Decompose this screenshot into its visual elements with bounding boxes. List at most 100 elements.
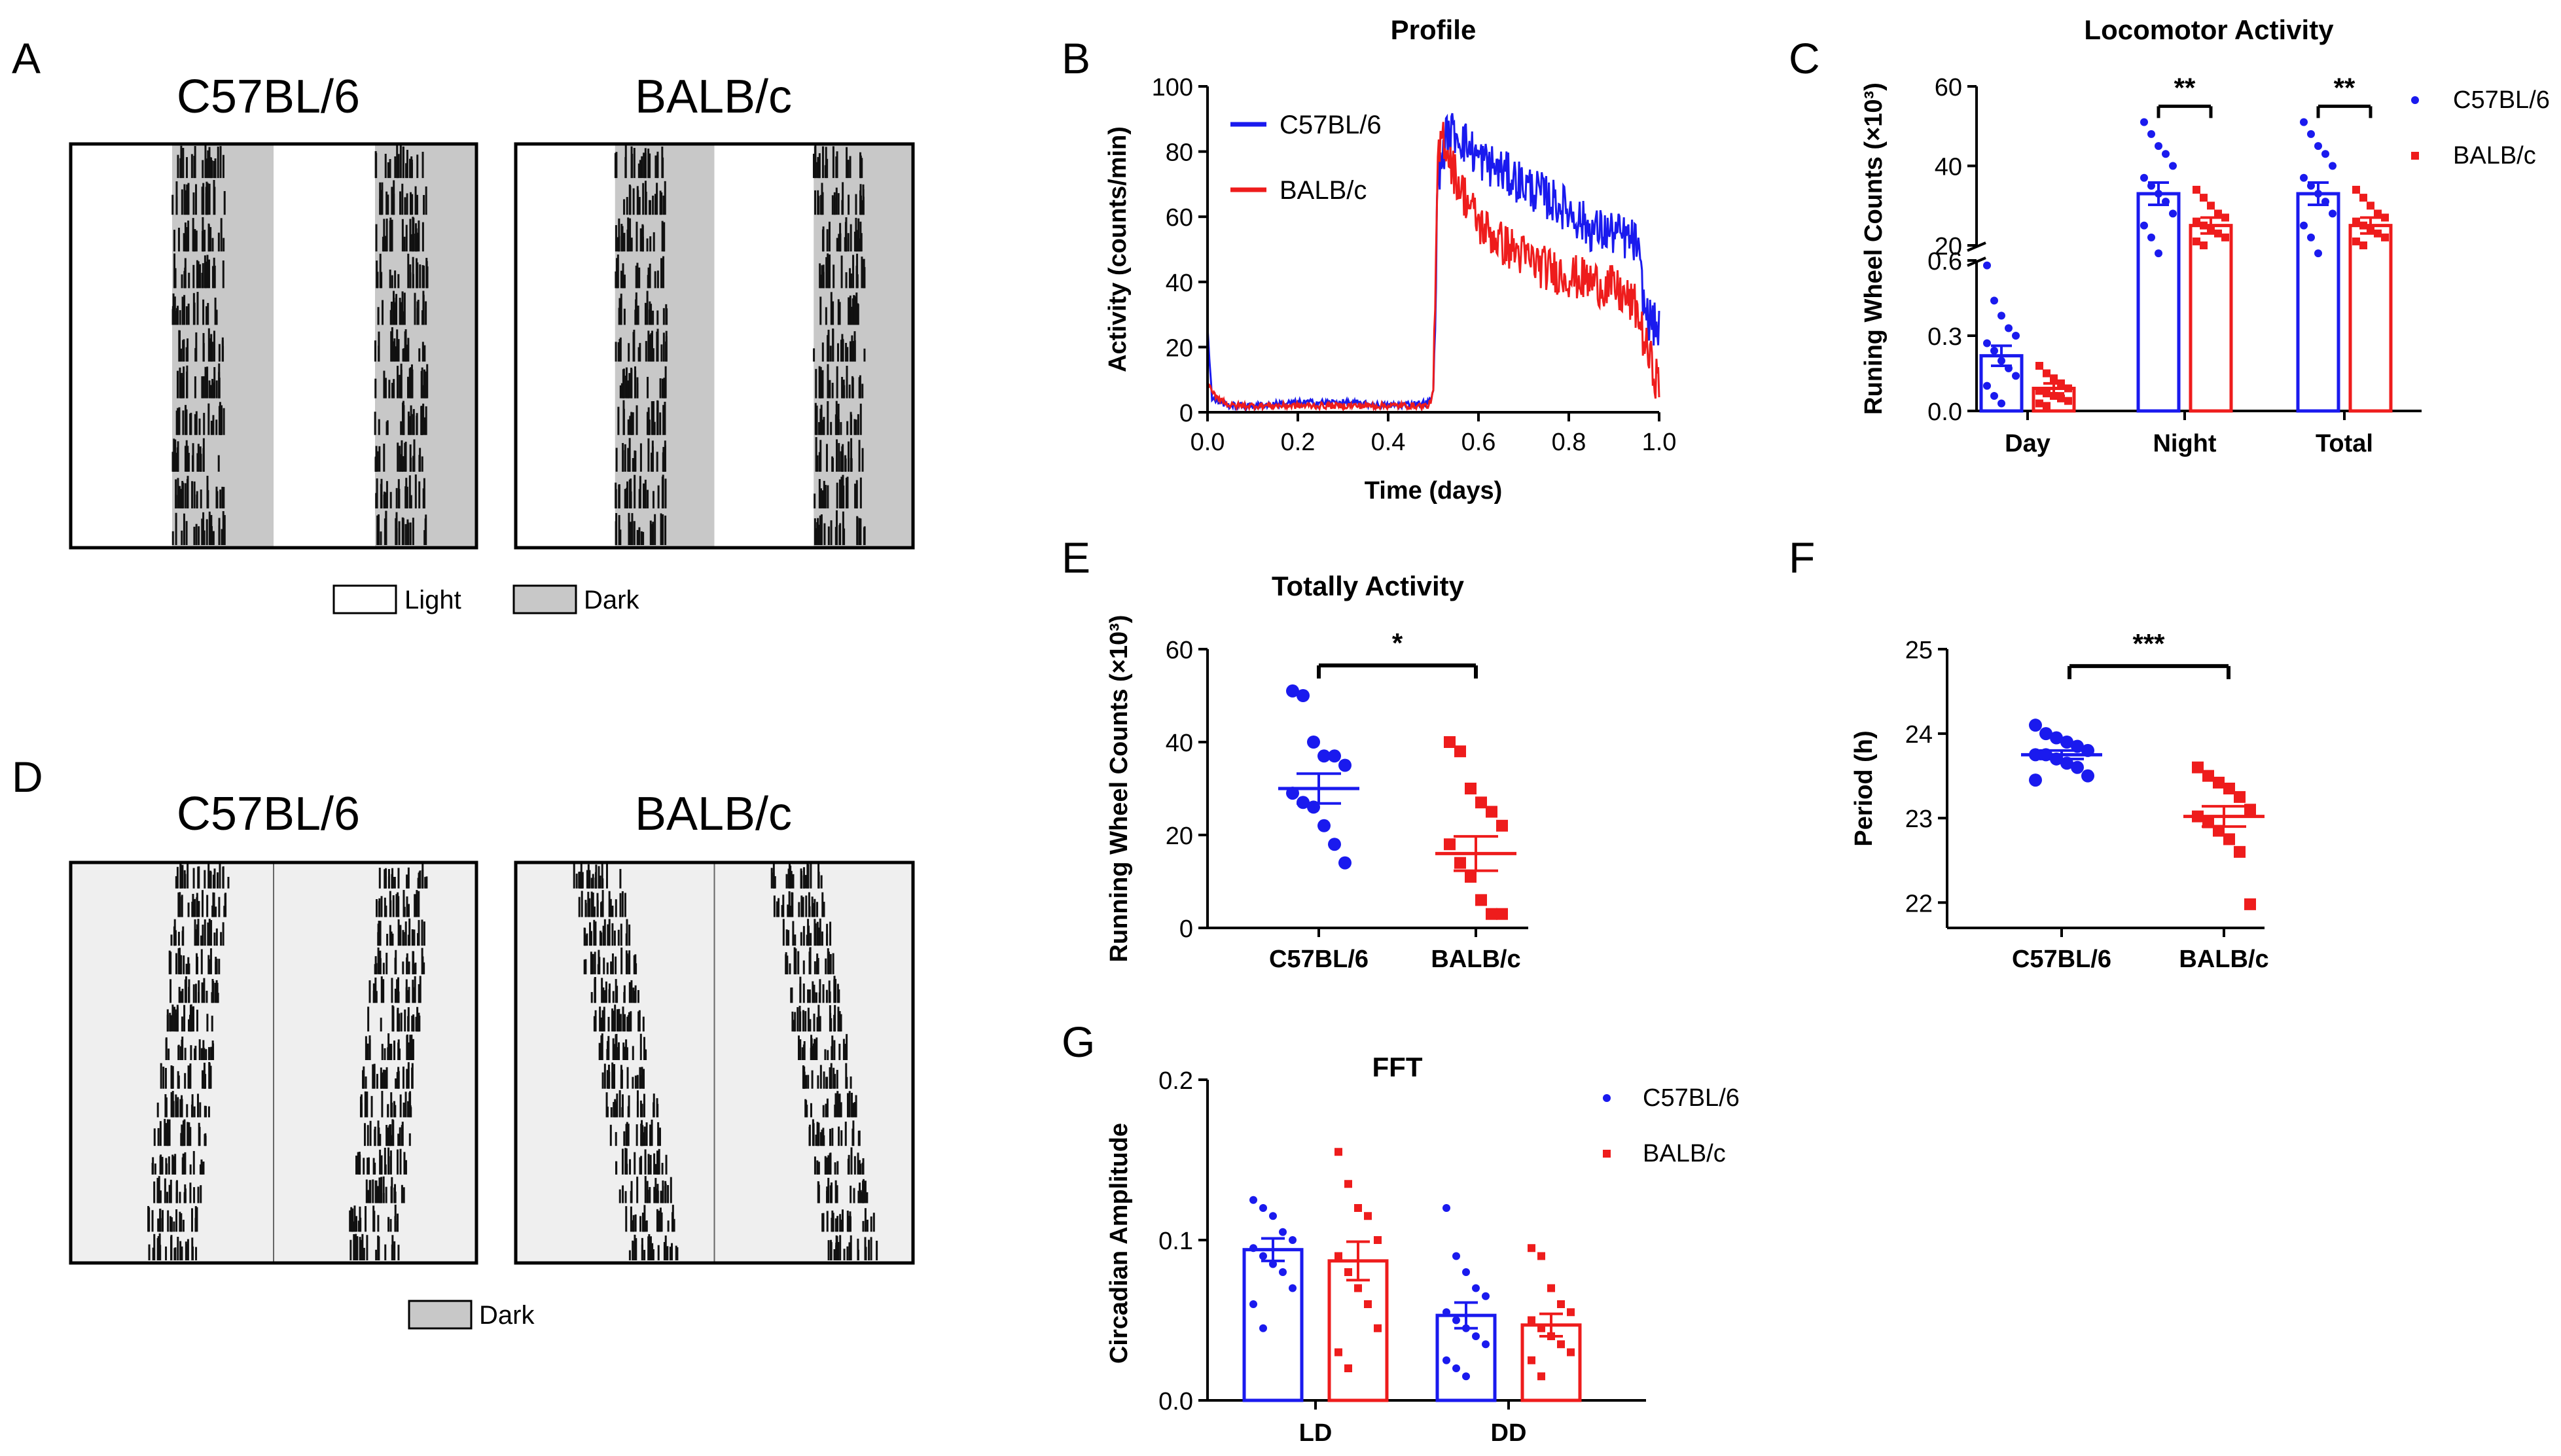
panel-g-y-label: Circadian Amplitude <box>1105 1123 1133 1364</box>
panel-a-strain-1: C57BL/6 <box>177 71 360 123</box>
data-point <box>2234 790 2246 803</box>
data-point <box>1442 1356 1450 1364</box>
significance-stars: ** <box>2174 72 2196 103</box>
data-point <box>2374 209 2382 218</box>
data-point <box>1537 1324 1545 1332</box>
data-point <box>2223 783 2235 794</box>
data-point <box>2169 209 2177 218</box>
y-tick-label: 100 <box>1152 74 1193 101</box>
data-point <box>2352 185 2360 194</box>
data-point <box>2200 241 2208 249</box>
data-point <box>2223 833 2235 845</box>
data-point <box>2321 150 2329 158</box>
x-tick-label: 0.8 <box>1552 429 1586 456</box>
data-point <box>2140 118 2148 126</box>
data-point <box>1472 1284 1480 1292</box>
data-point <box>2064 397 2072 405</box>
panel-letter-a: A <box>12 34 41 82</box>
data-point <box>2155 249 2162 258</box>
data-point <box>2321 198 2329 206</box>
data-point <box>2300 173 2308 182</box>
actogram-ld-balbc <box>514 142 915 550</box>
data-point <box>1990 392 1998 400</box>
bar-total-balbc <box>2348 224 2393 413</box>
panel-b-y-label: Activity (counts/min) <box>1104 126 1132 372</box>
y-tick-label: 22 <box>1905 890 1933 917</box>
data-point <box>1475 796 1487 809</box>
data-point <box>2035 399 2043 408</box>
data-point <box>1547 1332 1555 1340</box>
data-point <box>1567 1348 1575 1357</box>
panel-d-strain-2: BALB/c <box>635 788 792 840</box>
data-point <box>2307 233 2315 241</box>
category-label: C57BL/6 <box>1269 946 1369 973</box>
actogram-ld-balbc-frame <box>514 142 915 550</box>
data-point <box>1344 1268 1352 1276</box>
data-point <box>1279 1268 1287 1276</box>
data-point <box>1537 1252 1545 1260</box>
data-point <box>2381 233 2389 241</box>
data-point <box>1259 1324 1267 1332</box>
data-point <box>1338 758 1352 772</box>
data-point <box>1269 1212 1277 1220</box>
data-point <box>1259 1252 1267 1260</box>
data-point <box>2147 130 2155 138</box>
data-point <box>1496 908 1508 920</box>
data-point <box>2367 225 2374 234</box>
data-point <box>1442 1308 1450 1317</box>
data-point <box>1249 1300 1257 1308</box>
data-point <box>2221 233 2229 241</box>
legend-label-c57bl6: C57BL/6 <box>1280 111 1382 139</box>
legend-label-c57bl6: C57BL/6 <box>2453 86 2550 114</box>
data-point <box>1334 1348 1342 1357</box>
data-point <box>2140 173 2148 182</box>
legend-marker-balbc <box>2411 152 2419 160</box>
legend-label-balbc: BALB/c <box>1280 176 1367 205</box>
data-point <box>2359 194 2367 202</box>
data-point <box>1482 1340 1490 1349</box>
data-point <box>2193 217 2200 226</box>
data-point <box>1528 1356 1535 1364</box>
data-point <box>2352 217 2360 226</box>
y-tick-label: 23 <box>1905 806 1933 833</box>
data-point <box>2314 190 2322 198</box>
data-point <box>2039 727 2052 741</box>
data-point <box>1465 870 1477 883</box>
x-tick-label: 0.6 <box>1461 429 1496 456</box>
data-point <box>2374 229 2382 238</box>
category-label: LD <box>1299 1419 1333 1447</box>
data-point <box>1249 1244 1257 1252</box>
data-point <box>1259 1204 1267 1212</box>
data-point <box>2307 130 2315 138</box>
data-point <box>2005 324 2013 332</box>
data-point <box>2029 719 2042 732</box>
data-point <box>1269 1260 1277 1268</box>
category-label: DD <box>1491 1419 1527 1447</box>
data-point <box>1462 1268 1470 1276</box>
data-point <box>1528 1244 1535 1252</box>
data-point <box>2057 379 2065 387</box>
data-point <box>2214 229 2222 238</box>
data-point <box>2140 221 2148 230</box>
data-point <box>1990 347 1998 355</box>
data-point <box>1496 819 1508 832</box>
data-point <box>1289 1284 1297 1292</box>
data-point <box>2029 773 2042 787</box>
legend-light-label: Light <box>404 586 461 614</box>
data-point <box>2213 776 2225 789</box>
data-point <box>1334 1252 1342 1260</box>
legend-marker-balbc <box>1603 1150 1611 1158</box>
y-tick-label: 60 <box>1166 204 1193 232</box>
data-point <box>1442 1204 1450 1212</box>
data-point <box>2043 369 2051 378</box>
legend-dark-swatch <box>512 584 577 614</box>
data-point <box>2050 392 2058 400</box>
panel-letter-c: C <box>1789 34 1820 82</box>
legend-label-balbc: BALB/c <box>2453 142 2536 169</box>
data-point <box>2155 142 2162 151</box>
panel-g-title: FFT <box>1372 1052 1423 1082</box>
category-label: C57BL/6 <box>2012 946 2111 973</box>
data-point <box>1354 1204 1362 1212</box>
significance-stars: ** <box>2334 72 2355 103</box>
